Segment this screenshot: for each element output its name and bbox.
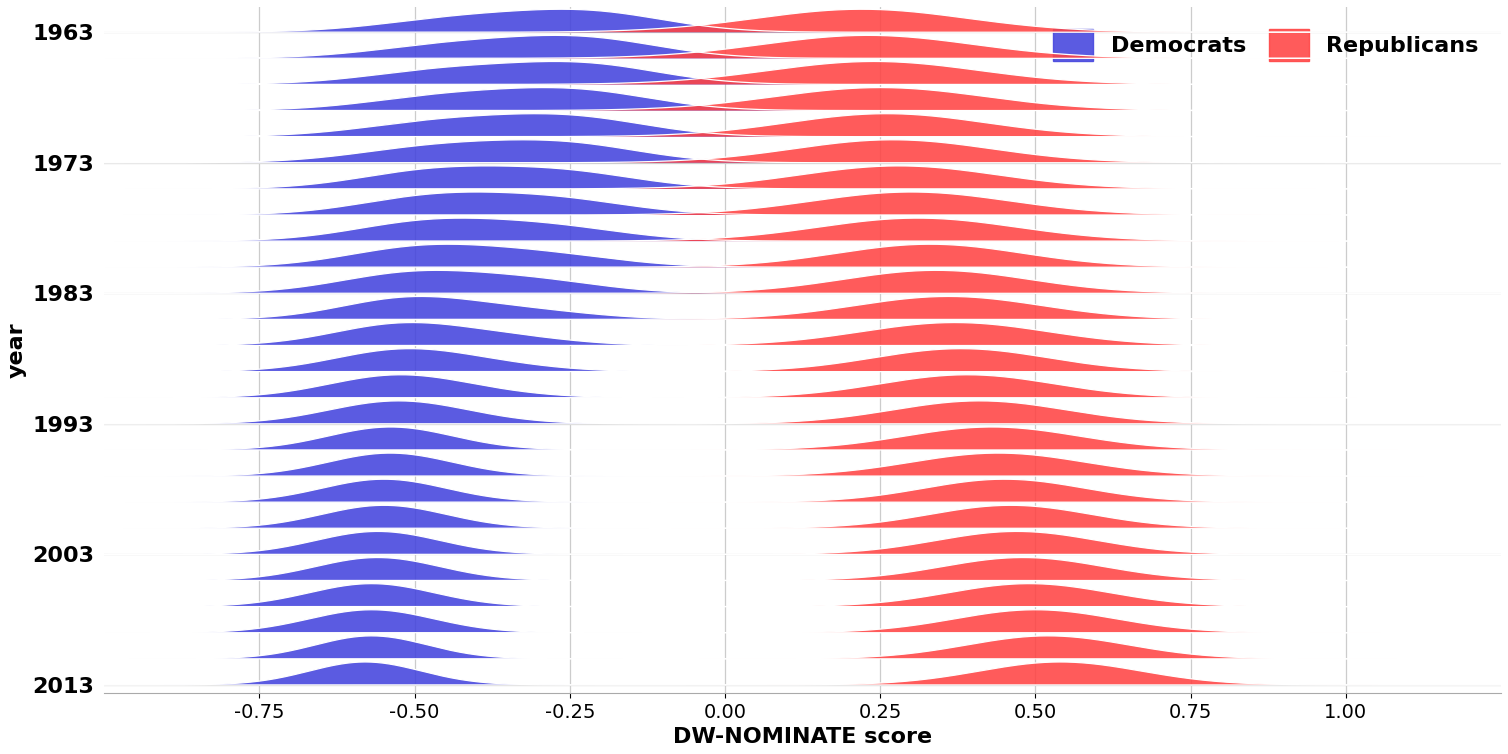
Y-axis label: year: year	[8, 322, 27, 378]
Legend: Democrats, Republicans: Democrats, Republicans	[1042, 18, 1490, 72]
X-axis label: DW-NOMINATE score: DW-NOMINATE score	[673, 727, 932, 747]
